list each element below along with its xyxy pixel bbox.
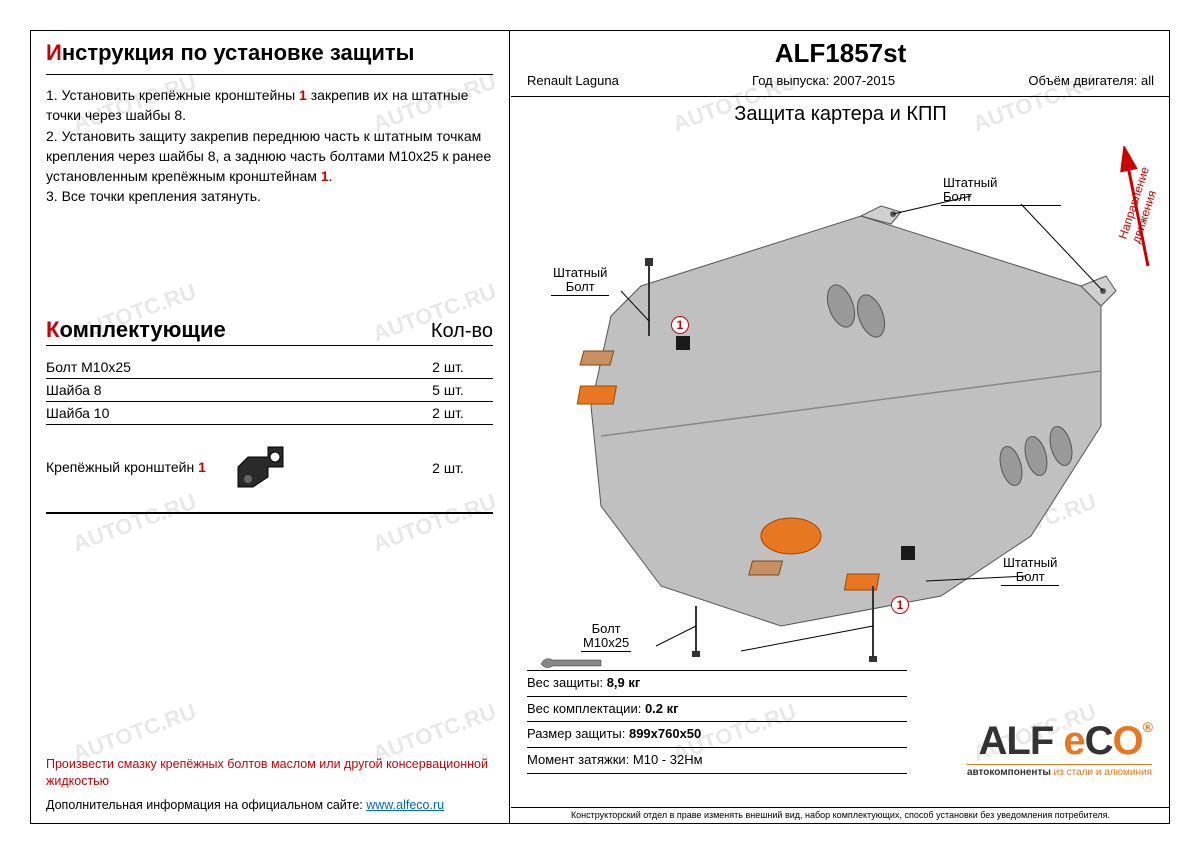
part-name: Шайба 10: [46, 401, 403, 424]
specs-block: Вес защиты: 8,9 кг Вес комплектации: 0.2…: [527, 668, 907, 776]
footer-info: Дополнительная информация на официальном…: [46, 797, 493, 815]
spec-size: Размер защиты: 899х760х50: [527, 724, 907, 745]
logo-e: e: [1063, 719, 1084, 763]
spec-torque: Момент затяжки: М10 - 32Нм: [527, 750, 907, 771]
logo-o: O: [1113, 719, 1143, 763]
meta-row: Renault Laguna Год выпуска: 2007-2015 Об…: [527, 73, 1154, 88]
instructions-title: Инструкция по установке защиты: [46, 40, 493, 66]
divider: [46, 345, 493, 346]
year: Год выпуска: 2007-2015: [752, 73, 895, 88]
part-number: ALF1857st: [527, 38, 1154, 69]
parts-table: Болт М10х252 шт.Шайба 85 шт.Шайба 102 шт…: [46, 356, 493, 513]
diagram-area: Направлениедвижения: [511, 126, 1170, 686]
disclaimer: Конструкторский отдел в праве изменять в…: [511, 807, 1170, 820]
car-model: Renault Laguna: [527, 73, 619, 88]
part-qty: 2 шт.: [403, 356, 493, 379]
bracket-icon: [218, 437, 298, 500]
title-first-letter: К: [46, 317, 59, 342]
logo-c: C: [1085, 719, 1113, 763]
bracket-qty: 2 шт.: [403, 424, 493, 512]
logo-alf: ALF: [979, 719, 1054, 763]
engine: Объём двигателя: all: [1028, 73, 1154, 88]
left-panel: Инструкция по установке защиты 1. Устано…: [30, 30, 510, 824]
part-name: Болт М10х25: [46, 356, 403, 379]
title-rest: нструкция по установке защиты: [62, 40, 415, 65]
table-row: Шайба 102 шт.: [46, 401, 493, 424]
divider: [46, 74, 493, 75]
callout-num-1: 1: [891, 596, 909, 614]
callout-bolt-m10-1: БолтМ10х25: [581, 622, 631, 652]
footer-url[interactable]: www.alfeco.ru: [366, 798, 444, 812]
callout-std-bolt-1: ШтатныйБолт: [551, 266, 609, 296]
header-block: ALF1857st Renault Laguna Год выпуска: 20…: [511, 30, 1170, 97]
right-panel: ALF1857st Renault Laguna Год выпуска: 20…: [511, 30, 1170, 824]
table-row: Шайба 85 шт.: [46, 378, 493, 401]
callout-std-bolt-2: ШтатныйБолт: [941, 176, 1061, 206]
logo-tagline: автокомпоненты из стали и алюминия: [967, 764, 1152, 778]
title-first-letter: И: [46, 40, 62, 65]
callout-std-bolt-3: ШтатныйБолт: [1001, 556, 1059, 586]
skid-plate-diagram: [521, 156, 1161, 676]
title-rest: омплектующие: [59, 317, 225, 342]
bracket-num: 1: [198, 459, 206, 475]
table-row: Болт М10х252 шт.: [46, 356, 493, 379]
bracket-name: Крепёжный кронштейн: [46, 459, 198, 475]
spec-weight: Вес защиты: 8,9 кг: [527, 673, 907, 694]
parts-title: Комплектующие: [46, 317, 226, 343]
instructions-text: 1. Установить крепёжные кронштейны 1 зак…: [46, 85, 493, 207]
spec-kit-weight: Вес комплектации: 0.2 кг: [527, 699, 907, 720]
callout-num-1: 1: [671, 316, 689, 334]
qty-header: Кол-во: [431, 320, 493, 343]
bracket-row: Крепёжный кронштейн 1 2 шт.: [46, 424, 493, 512]
logo-block: ALF eCO® автокомпоненты из стали и алюми…: [967, 719, 1152, 778]
part-qty: 2 шт.: [403, 401, 493, 424]
part-qty: 5 шт.: [403, 378, 493, 401]
part-name: Шайба 8: [46, 378, 403, 401]
footer-warning: Произвести смазку крепёжных болтов масло…: [46, 756, 493, 791]
diagram-title: Защита картера и КПП: [511, 103, 1170, 126]
